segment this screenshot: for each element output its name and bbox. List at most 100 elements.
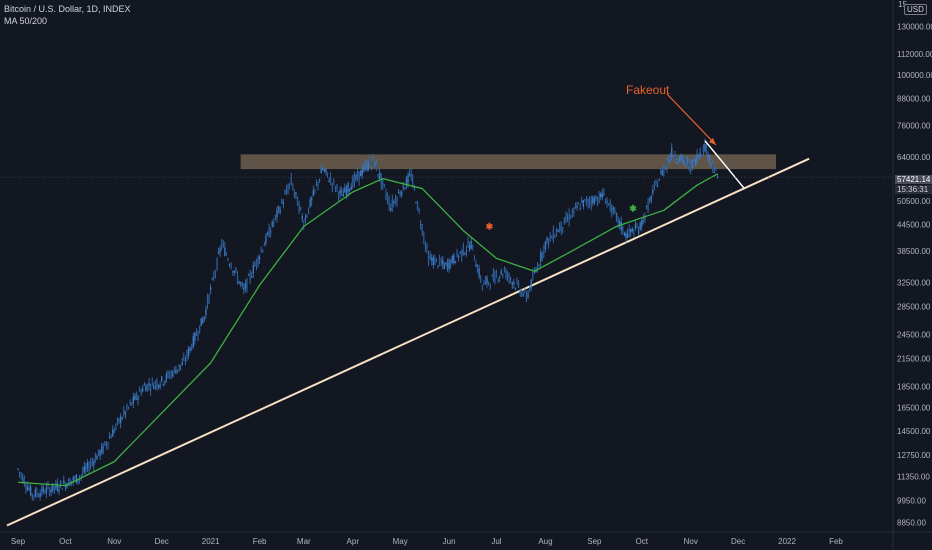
candle-body bbox=[389, 207, 392, 211]
candle-body bbox=[243, 288, 245, 291]
candle bbox=[674, 150, 676, 163]
candle-body bbox=[230, 265, 232, 269]
candle-body bbox=[366, 163, 368, 171]
candle bbox=[36, 487, 38, 498]
candle bbox=[449, 259, 452, 270]
candle bbox=[484, 276, 487, 285]
candle-body bbox=[44, 493, 46, 495]
candle bbox=[309, 197, 311, 209]
candle-body bbox=[690, 163, 692, 172]
candle bbox=[647, 198, 649, 213]
candle-body bbox=[162, 384, 164, 386]
candle bbox=[91, 457, 93, 467]
candle-body bbox=[202, 319, 204, 324]
candle-body bbox=[112, 429, 114, 437]
candle bbox=[82, 466, 84, 478]
candle bbox=[607, 203, 610, 206]
candle-body bbox=[465, 250, 468, 252]
candle-body bbox=[232, 271, 234, 273]
candle-body bbox=[213, 275, 215, 280]
candle-body bbox=[506, 275, 509, 277]
candle bbox=[198, 325, 201, 334]
candle-body bbox=[581, 200, 583, 203]
candle-body bbox=[352, 178, 354, 188]
candle bbox=[329, 172, 332, 186]
candle-body bbox=[296, 196, 299, 206]
candle bbox=[353, 171, 356, 188]
fakeout-label: Fakeout bbox=[626, 83, 670, 97]
candle-body bbox=[124, 411, 127, 415]
candle bbox=[113, 427, 116, 434]
candle bbox=[251, 271, 253, 279]
candle bbox=[519, 289, 521, 297]
candle-body bbox=[42, 487, 44, 492]
candle-body bbox=[129, 402, 131, 404]
candle-body bbox=[565, 215, 567, 221]
candle bbox=[129, 399, 131, 407]
candle bbox=[538, 263, 540, 267]
candle-body bbox=[486, 277, 488, 284]
candle-body bbox=[449, 260, 452, 266]
candle-body bbox=[440, 262, 442, 264]
candle-body bbox=[557, 229, 559, 232]
candle bbox=[276, 206, 278, 223]
candle-body bbox=[337, 192, 340, 197]
candle-body bbox=[663, 168, 665, 174]
candle bbox=[260, 246, 262, 253]
candle bbox=[344, 183, 346, 193]
candle bbox=[369, 156, 371, 164]
candle-body bbox=[680, 154, 682, 160]
candle-body bbox=[329, 177, 332, 181]
candle-body bbox=[505, 269, 507, 278]
candle-body bbox=[333, 180, 335, 182]
candle-body bbox=[89, 462, 92, 466]
candle bbox=[170, 369, 172, 380]
time-tick-label: Sep bbox=[11, 537, 26, 546]
candle-body bbox=[566, 218, 569, 220]
candle bbox=[574, 202, 577, 209]
candle-body bbox=[563, 217, 566, 225]
candle-body bbox=[459, 251, 461, 253]
candle bbox=[492, 267, 495, 283]
candle bbox=[143, 381, 146, 386]
candle-body bbox=[115, 424, 117, 428]
indicator-label[interactable]: MA 50/200 bbox=[4, 16, 48, 26]
candle bbox=[359, 170, 362, 177]
candle-body bbox=[374, 161, 376, 167]
currency-badge[interactable]: USD bbox=[904, 4, 927, 15]
candle-body bbox=[138, 389, 141, 392]
candle bbox=[214, 269, 217, 279]
candle bbox=[497, 278, 499, 284]
candle bbox=[227, 257, 229, 262]
candle bbox=[555, 227, 558, 237]
candle bbox=[633, 228, 635, 237]
candle bbox=[570, 214, 572, 220]
last-price-tag: 57421.14 bbox=[895, 175, 932, 184]
candle bbox=[551, 235, 553, 239]
candle-body bbox=[442, 259, 444, 265]
candle-body bbox=[257, 256, 259, 265]
time-axis[interactable]: Sep Oct Nov Dec 2021 Feb Mar Apr May Jun Jul Aug Sep… bbox=[0, 531, 932, 546]
candle-body bbox=[500, 270, 502, 275]
candle-body bbox=[658, 179, 660, 181]
candle-body bbox=[655, 180, 657, 183]
candle bbox=[100, 442, 103, 455]
candle-body bbox=[168, 375, 171, 378]
candle-body bbox=[538, 265, 540, 267]
candle bbox=[419, 219, 422, 230]
candle-body bbox=[121, 418, 123, 420]
candle bbox=[644, 212, 646, 223]
candle-body bbox=[170, 372, 172, 375]
candle-body bbox=[413, 187, 416, 189]
price-tick-label: 12750.00 bbox=[897, 451, 931, 460]
candle bbox=[505, 267, 507, 280]
candle bbox=[358, 171, 360, 186]
candle bbox=[273, 217, 275, 228]
candle-body bbox=[284, 193, 286, 195]
candle-body bbox=[172, 372, 174, 377]
countdown-tag: 15:36:31 bbox=[895, 185, 932, 194]
candle-body bbox=[536, 265, 539, 271]
candle-body bbox=[593, 198, 596, 205]
